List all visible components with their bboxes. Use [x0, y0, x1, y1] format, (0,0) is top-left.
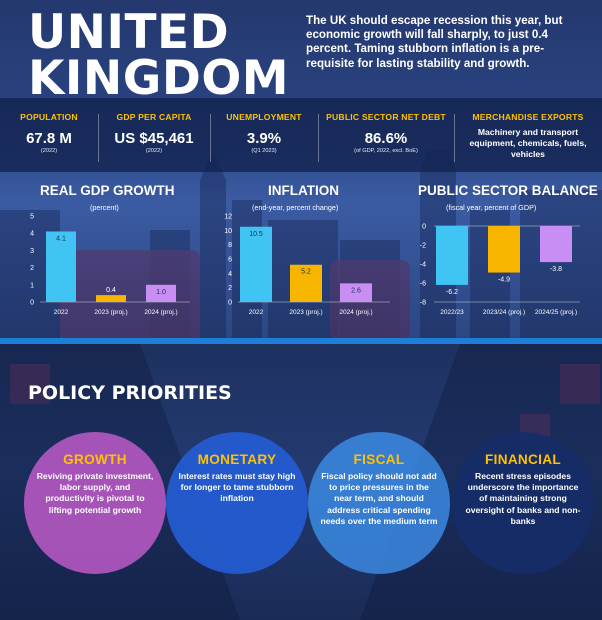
stat-text: Machinery and transport equipment, chemi… [469, 127, 587, 159]
y-tick-label: 6 [228, 257, 232, 264]
policy-text-fiscal: Fiscal policy should not add to price pr… [320, 471, 438, 526]
y-tick-label: 5 [30, 214, 34, 221]
policy-title-growth: GROWTH [63, 452, 127, 467]
x-tick-label: 2024 (proj.) [144, 309, 177, 316]
chart-title-gdp: REAL GDP GROWTH [40, 183, 175, 198]
summary-text: The UK should escape recession this year… [306, 14, 563, 70]
stat-note: (2022) [145, 148, 163, 154]
policy-priorities-title: POLICY PRIORITIES [28, 382, 232, 404]
policy-circle-growth: GROWTH Reviving private investment, labo… [24, 432, 166, 574]
y-tick-label: 2 [228, 285, 232, 292]
x-tick-label: 2024 (proj.) [339, 309, 372, 316]
y-tick-label: -6 [420, 281, 426, 288]
bar [340, 283, 372, 302]
y-tick-label: 12 [224, 214, 232, 221]
public-sector-balance-chart: -8 -6 -4 -2 0 -6.2 2022/23 -4.9 2023/24 (proj.) -… [420, 224, 580, 316]
inflation-chart: 0 2 4 6 8 10 12 10.5 2022 5.2 2023 (proj.) 2.6 2024 … [224, 214, 390, 316]
stat-value: US $45,461 [114, 130, 194, 147]
policy-circle-financial: FINANCIAL Recent stress episodes undersc… [452, 432, 594, 574]
data-label: 10.5 [249, 231, 263, 238]
x-tick-label: 2023/24 (proj.) [483, 309, 525, 316]
bar [46, 231, 76, 302]
chart-subtitle-inflation: (end-year, percent change) [252, 203, 339, 212]
bar [96, 295, 126, 302]
y-tick-label: -8 [420, 300, 426, 307]
y-tick-label: -2 [420, 243, 426, 250]
bar [146, 284, 176, 302]
bar [540, 226, 572, 263]
data-label: 0.4 [106, 287, 116, 294]
y-tick-label: 10 [224, 228, 232, 235]
y-tick-label: 4 [228, 271, 232, 278]
stat-note: (2022) [40, 148, 58, 154]
y-tick-label: 1 [30, 282, 34, 289]
bar [240, 226, 272, 302]
policy-title-financial: FINANCIAL [485, 452, 561, 467]
stat-label: GDP PER CAPITA [116, 112, 192, 122]
data-label: 4.1 [56, 235, 66, 242]
y-tick-label: 4 [30, 231, 34, 238]
chart-title-public-sector-balance: PUBLIC SECTOR BALANCE [418, 183, 598, 198]
bar [488, 226, 520, 273]
policy-circle-monetary: MONETARY Interest rates must stay high f… [166, 432, 308, 574]
x-tick-label: 2024/25 (proj.) [535, 309, 577, 316]
stat-label: POPULATION [20, 112, 78, 122]
policy-text-monetary: Interest rates must stay high for longer… [178, 471, 296, 504]
x-tick-label: 2023 (proj.) [289, 309, 322, 316]
chart-subtitle-gdp: (percent) [90, 203, 119, 212]
stat-unemployment: UNEMPLOYMENT 3.9% (Q1 2023) [210, 98, 318, 172]
chart-title-inflation: INFLATION [268, 183, 339, 198]
y-tick-label: 8 [228, 242, 232, 249]
x-tick-label: 2022 [54, 309, 69, 316]
stats-band: POPULATION 67.8 M (2022) GDP PER CAPITA … [0, 98, 602, 172]
stat-label: UNEMPLOYMENT [226, 112, 302, 122]
x-tick-label: 2023 (proj.) [94, 309, 127, 316]
stat-population: POPULATION 67.8 M (2022) [0, 98, 98, 172]
y-tick-label: 0 [422, 224, 426, 231]
stat-note: (Q1 2023) [251, 148, 277, 154]
data-label: 1.0 [156, 289, 166, 296]
stat-note: (of GDP, 2022, excl. BoE) [354, 148, 418, 154]
policy-text-financial: Recent stress episodes underscore the im… [465, 471, 581, 526]
data-label: 2.6 [351, 287, 361, 294]
data-label: -6.2 [446, 289, 458, 296]
policy-circle-fiscal: FISCAL Fiscal policy should not add to p… [308, 432, 450, 574]
x-tick-label: 2022/23 [440, 309, 464, 316]
chart-subtitle-public-sector-balance: (fiscal year, percent of GDP) [446, 203, 537, 212]
stat-label: PUBLIC SECTOR NET DEBT [326, 112, 446, 122]
y-tick-label: 2 [30, 265, 34, 272]
policy-title-monetary: MONETARY [197, 452, 277, 467]
title-line-2: KINGDOM [28, 51, 290, 106]
stat-value: 86.6% [364, 130, 408, 147]
y-tick-label: -4 [420, 262, 426, 269]
page-title: UNITED KINGDOM [28, 5, 290, 106]
y-tick-label: 3 [30, 248, 34, 255]
gdp-growth-chart: 0 1 2 3 4 5 4.1 2022 0.4 2023 (proj.) 1.0 2024 (pro… [30, 214, 190, 316]
policy-title-fiscal: FISCAL [353, 452, 405, 467]
stat-merchandise-exports: MERCHANDISE EXPORTS Machinery and transp… [454, 98, 602, 172]
stat-public-sector-net-debt: PUBLIC SECTOR NET DEBT 86.6% (of GDP, 20… [318, 98, 454, 172]
section-divider [0, 338, 602, 344]
title-line-1: UNITED [28, 5, 230, 60]
stat-label: MERCHANDISE EXPORTS [472, 112, 584, 122]
bar [290, 264, 322, 302]
data-label: -4.9 [498, 277, 510, 284]
y-tick-label: 0 [30, 300, 34, 307]
data-label: -3.8 [550, 266, 562, 273]
stat-value: 3.9% [246, 130, 282, 147]
x-tick-label: 2022 [249, 309, 264, 316]
stat-gdp-per-capita: GDP PER CAPITA US $45,461 (2022) [98, 98, 210, 172]
data-label: 5.2 [301, 269, 311, 276]
y-tick-label: 0 [228, 300, 232, 307]
policy-text-growth: Reviving private investment, labor suppl… [36, 471, 154, 515]
stat-value: 67.8 M [26, 130, 72, 147]
bar [436, 226, 468, 285]
